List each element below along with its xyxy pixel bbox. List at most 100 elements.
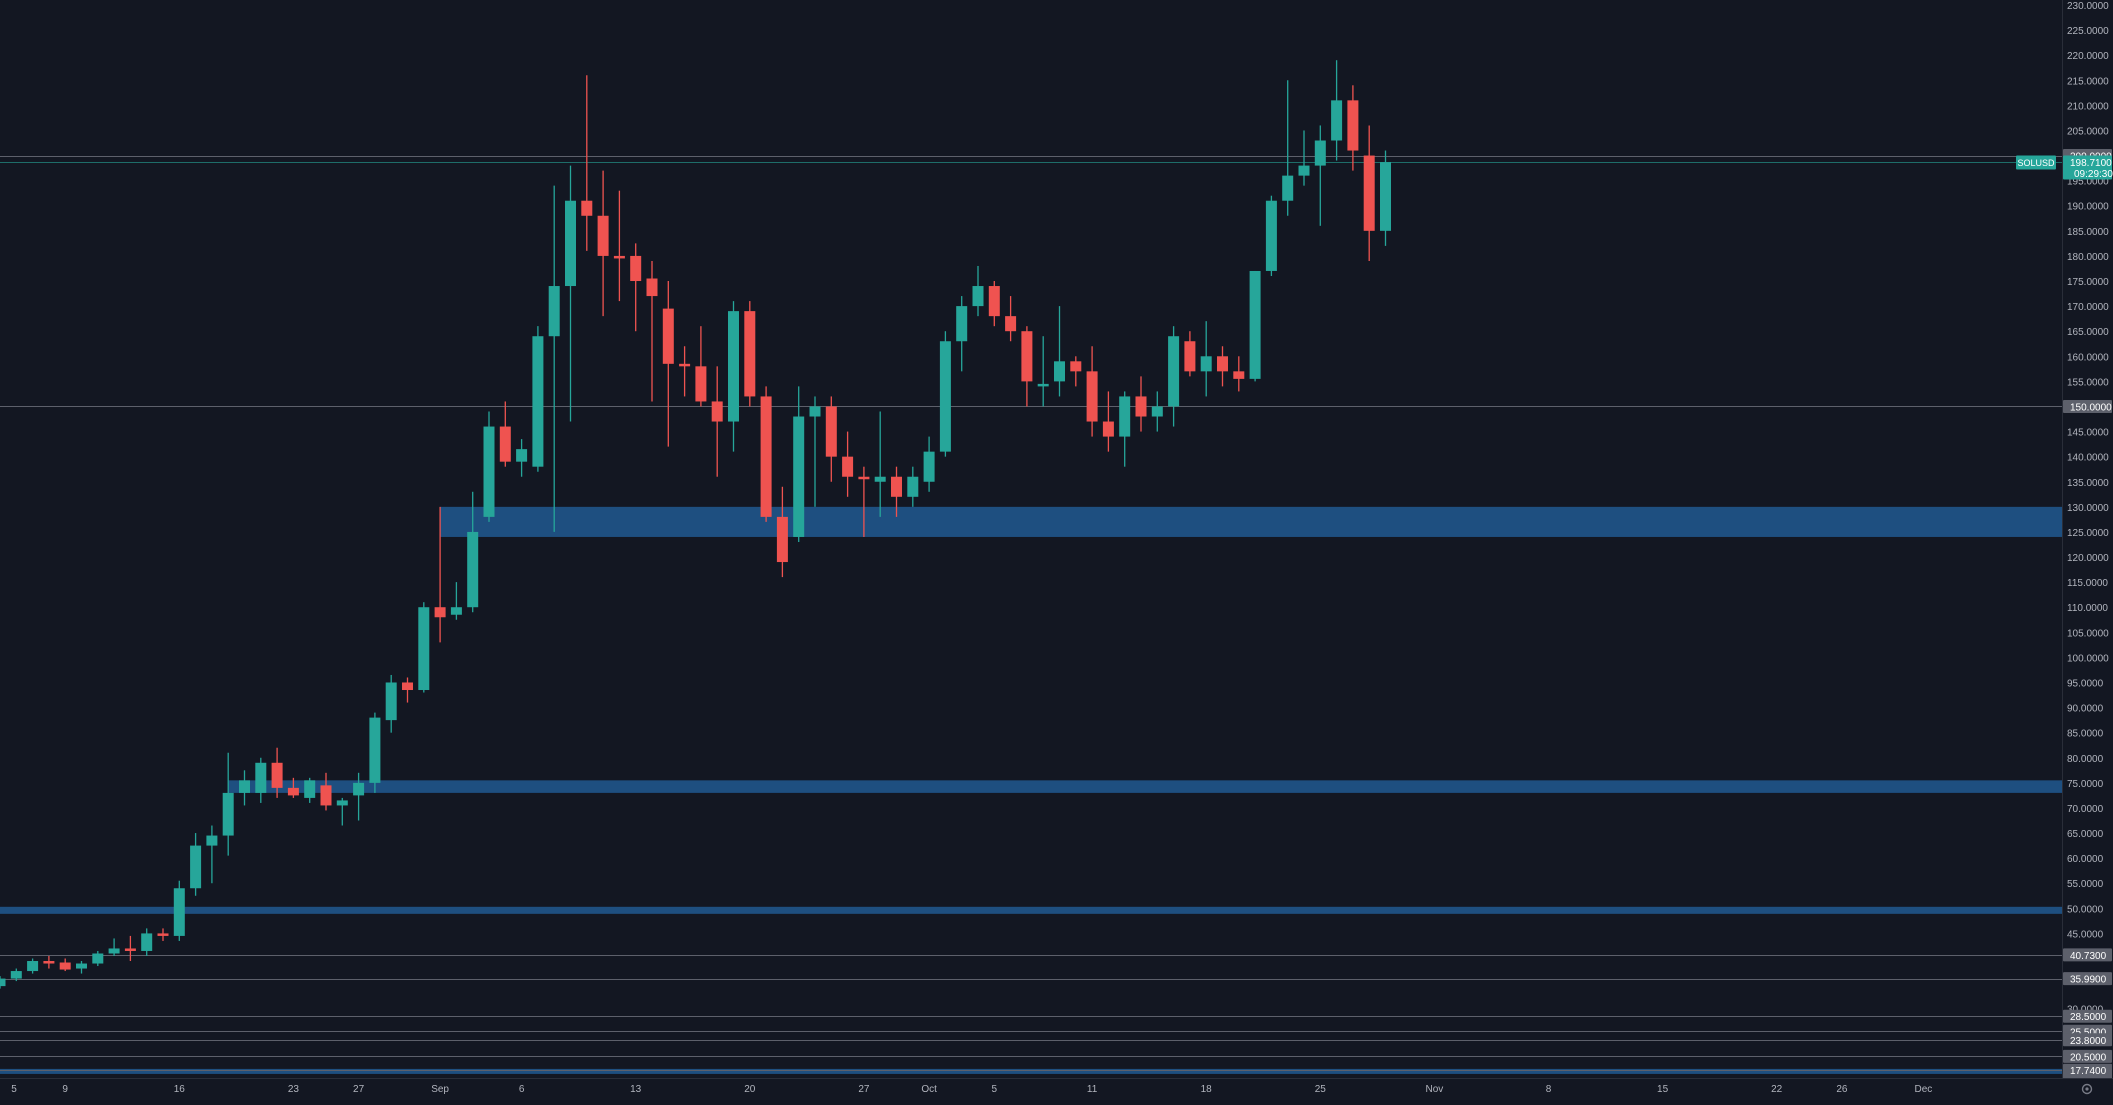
candle-body-up xyxy=(108,948,120,954)
y-tick-label: 105.0000 xyxy=(2067,628,2109,639)
x-tick-label: 22 xyxy=(1771,1084,1783,1095)
x-tick-label: Sep xyxy=(431,1084,449,1095)
level-tag-text: 40.7300 xyxy=(2070,951,2107,962)
level-tag-bg xyxy=(2063,948,2112,962)
y-tick-label: 145.0000 xyxy=(2067,428,2109,439)
symbol-label: SOLUSD xyxy=(2017,158,2055,168)
candle-body-up xyxy=(972,286,984,307)
level-tag-text: 28.5000 xyxy=(2070,1012,2107,1023)
candle-body-down xyxy=(157,933,169,936)
candle-body-up xyxy=(548,286,560,337)
candle-body-up xyxy=(190,845,202,889)
candle-body-up xyxy=(255,762,267,793)
candle-body-down xyxy=(43,961,55,964)
candle-body-up xyxy=(173,888,185,936)
candle-body-down xyxy=(1233,371,1245,379)
candle-body-up xyxy=(450,607,462,615)
candle-body-up xyxy=(1331,100,1343,141)
x-tick-label: 6 xyxy=(519,1084,525,1095)
y-tick-label: 175.0000 xyxy=(2067,277,2109,288)
candle-body-down xyxy=(988,286,1000,317)
candle-body-down xyxy=(711,401,723,422)
x-tick-label: 23 xyxy=(288,1084,300,1095)
candle-body-down xyxy=(1135,396,1147,417)
candle-body-up xyxy=(1200,356,1212,372)
candle-body-down xyxy=(597,215,609,256)
candle-body-down xyxy=(662,308,674,364)
y-tick-label: 205.0000 xyxy=(2067,126,2109,137)
candle-body-up xyxy=(1314,140,1326,166)
y-tick-label: 45.0000 xyxy=(2067,929,2104,940)
candle-body-up xyxy=(907,476,919,497)
candle-body-up xyxy=(516,449,528,462)
candle-body-down xyxy=(858,476,870,480)
candle-body-up xyxy=(874,476,886,482)
candle-body-down xyxy=(1005,316,1017,332)
y-tick-label: 95.0000 xyxy=(2067,678,2104,689)
candle-body-up xyxy=(1037,383,1049,387)
level-tag-text: 23.8000 xyxy=(2070,1036,2107,1047)
candle-body-up xyxy=(27,961,39,972)
y-tick-label: 70.0000 xyxy=(2067,804,2104,815)
x-tick-label: 11 xyxy=(1087,1084,1098,1095)
y-tick-label: 180.0000 xyxy=(2067,252,2109,263)
x-tick-label: Nov xyxy=(1426,1084,1444,1095)
candle-body-down xyxy=(1184,341,1196,372)
level-price-tag: 40.7300 xyxy=(2063,948,2112,962)
settings-gear-icon[interactable] xyxy=(2081,1083,2093,1095)
candle-body-up xyxy=(1249,270,1261,379)
y-tick-label: 135.0000 xyxy=(2067,478,2109,489)
last-price-tag xyxy=(2063,155,2112,180)
candle-body-down xyxy=(124,948,136,951)
x-tick-label: 5 xyxy=(992,1084,998,1095)
candle-body-down xyxy=(613,255,625,259)
y-tick-label: 50.0000 xyxy=(2067,904,2104,915)
candle-body-down xyxy=(1347,100,1359,151)
x-tick-label: 13 xyxy=(630,1084,642,1095)
level-tag-bg xyxy=(2063,1063,2112,1077)
y-tick-label: 190.0000 xyxy=(2067,202,2109,213)
candle-body-down xyxy=(402,682,413,691)
candle-body-down xyxy=(1021,331,1033,382)
candle-body-up xyxy=(92,953,104,964)
candle-body-up xyxy=(141,933,153,951)
y-tick-label: 230.0000 xyxy=(2067,1,2109,12)
candle-body-up xyxy=(304,780,316,798)
y-tick-label: 115.0000 xyxy=(2067,578,2108,589)
candle-body-up xyxy=(1168,336,1180,407)
candle-body-up xyxy=(369,717,381,783)
y-tick-label: 215.0000 xyxy=(2067,76,2109,87)
bar-countdown: 09:29:30 xyxy=(2074,169,2113,180)
level-tag-text: 150.0000 xyxy=(2070,402,2112,413)
candle-body-down xyxy=(271,762,283,788)
x-tick-label: 25 xyxy=(1315,1084,1327,1095)
y-tick-label: 160.0000 xyxy=(2067,352,2109,363)
candle-body-down xyxy=(1086,371,1098,422)
candle-body-up xyxy=(206,835,218,846)
candle-body-down xyxy=(891,476,902,497)
candle-body-down xyxy=(1070,361,1082,372)
y-tick-label: 170.0000 xyxy=(2067,302,2109,313)
candle-body-down xyxy=(1102,421,1114,437)
x-tick-label: 9 xyxy=(62,1084,68,1095)
candle-body-up xyxy=(353,782,365,796)
support-zone xyxy=(228,780,2063,793)
y-tick-label: 220.0000 xyxy=(2067,51,2109,62)
level-price-tag: 28.5000 xyxy=(2063,1009,2112,1023)
candle-body-up xyxy=(418,607,430,691)
candle-body-down xyxy=(760,396,772,517)
candle-body-up xyxy=(76,963,87,969)
x-tick-label: 20 xyxy=(744,1084,756,1095)
x-tick-label: 27 xyxy=(858,1084,870,1095)
level-tag-bg xyxy=(2063,1033,2112,1047)
y-tick-label: 165.0000 xyxy=(2067,327,2109,338)
level-tag-bg xyxy=(2063,399,2112,413)
candle-body-up xyxy=(1151,406,1163,417)
candle-body-down xyxy=(1217,356,1228,372)
candle-body-down xyxy=(646,278,658,297)
last-price-value: 198.7100 xyxy=(2070,158,2112,169)
level-tag-bg xyxy=(2063,1009,2112,1023)
